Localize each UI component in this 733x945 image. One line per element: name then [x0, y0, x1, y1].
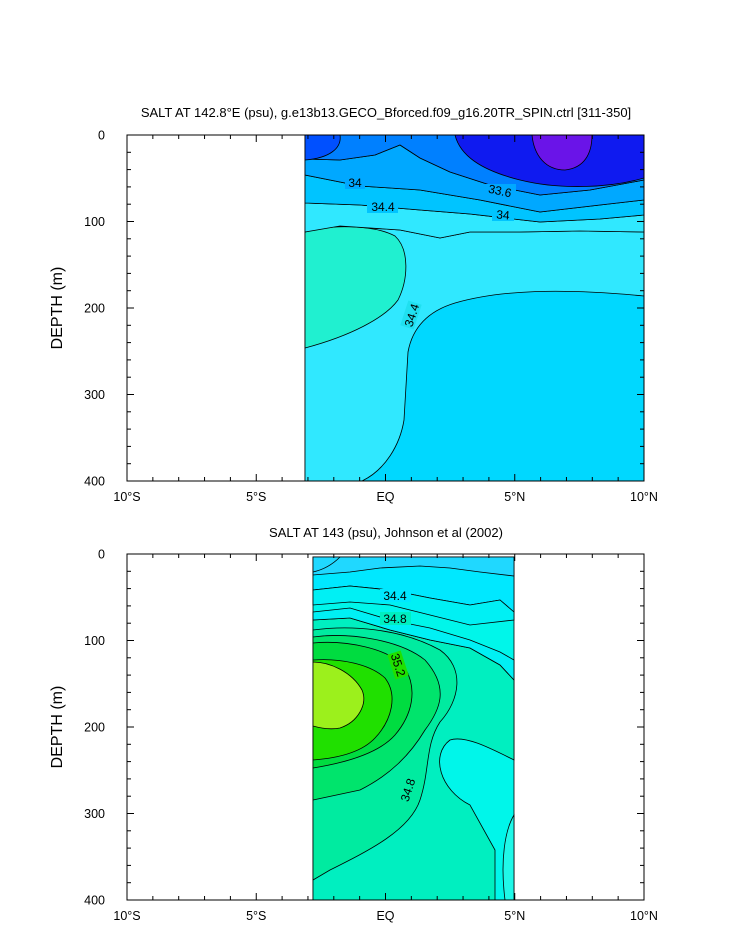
- y-tick-label: 100: [84, 215, 105, 229]
- y-tick-label: 100: [84, 634, 105, 648]
- y-tick-label: 0: [98, 548, 105, 562]
- x-tick-label: 5°N: [504, 490, 525, 504]
- contour-label: 34: [348, 176, 362, 190]
- y-tick-label: 400: [84, 475, 105, 489]
- contour-label: 34: [496, 207, 511, 222]
- contour-label: 35.2: [388, 652, 409, 679]
- contour-label: 34.4: [402, 302, 423, 329]
- contour-label: 34.4: [383, 589, 407, 603]
- x-tick-label: EQ: [376, 909, 394, 923]
- x-tick-label: 5°N: [504, 909, 525, 923]
- salt-band-33-0: [531, 135, 593, 171]
- y-tick-label: 0: [98, 129, 105, 143]
- panel-a-axis-ticks: 10°S 5°S EQ 5°N 10°N 0 100 200 300 400: [84, 129, 658, 505]
- salt-band-35-35: [312, 661, 365, 730]
- panel-b-contour-labels: 34.4 34.8 35.2 34.8: [380, 589, 419, 805]
- panel-b-title: SALT AT 143 (psu), Johnson et al (2002): [269, 525, 503, 540]
- contour-label: 34.4: [371, 200, 395, 214]
- x-tick-label: 10°S: [113, 490, 140, 504]
- panel-a-title: SALT AT 142.8°E (psu), g.e13b13.GECO_Bfo…: [141, 105, 631, 120]
- panel-b-contour-fill: [312, 556, 515, 900]
- model-salinity-panel: SALT AT 142.8°E (psu), g.e13b13.GECO_Bfo…: [49, 105, 658, 504]
- x-tick-label: EQ: [376, 490, 394, 504]
- salt-band-34-2: [312, 556, 515, 577]
- contour-label: 33.6: [487, 182, 513, 201]
- panel-a-contour-labels: 34 33.6 34 34.4 34.4: [345, 176, 516, 330]
- panel-b-axis-ticks: 10°S 5°S EQ 5°N 10°N 0 100 200 300 400: [84, 548, 658, 924]
- y-tick-label: 300: [84, 807, 105, 821]
- contour-label: 34.8: [383, 612, 407, 626]
- x-tick-label: 10°S: [113, 909, 140, 923]
- x-tick-label: 5°S: [246, 909, 266, 923]
- y-tick-label: 400: [84, 894, 105, 908]
- y-tick-label: 200: [84, 721, 105, 735]
- panel-b-y-axis-label: DEPTH (m): [49, 686, 66, 769]
- x-tick-label: 5°S: [246, 490, 266, 504]
- x-tick-label: 10°N: [630, 909, 658, 923]
- panel-a-y-axis-label: DEPTH (m): [49, 267, 66, 350]
- observed-salinity-panel: SALT AT 143 (psu), Johnson et al (2002) …: [49, 525, 658, 923]
- y-tick-label: 200: [84, 302, 105, 316]
- panel-a-contour-fill: [304, 135, 644, 481]
- salt-band-34-2-corner: [312, 556, 341, 573]
- x-tick-label: 10°N: [630, 490, 658, 504]
- y-tick-label: 300: [84, 388, 105, 402]
- contour-label: 34.8: [398, 776, 419, 803]
